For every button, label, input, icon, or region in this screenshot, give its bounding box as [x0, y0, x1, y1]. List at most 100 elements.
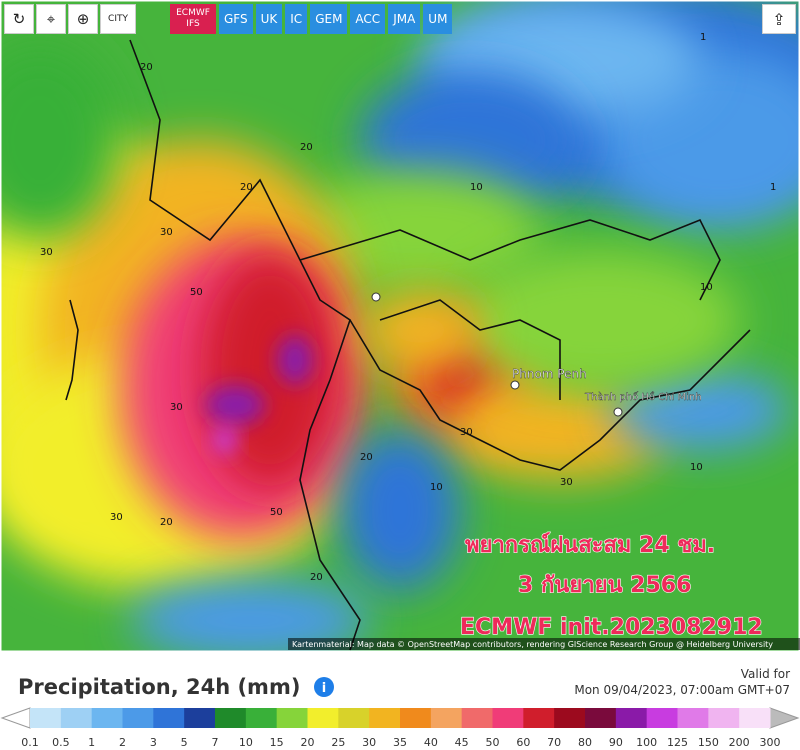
- model-button[interactable]: GFS: [219, 4, 253, 34]
- colorbar-label: 70: [547, 736, 561, 749]
- colorbar-segment: [739, 708, 771, 728]
- contour-label: 50: [270, 507, 283, 518]
- overlay-model: ECMWF init.2023082912: [460, 615, 763, 640]
- precip-blob: [200, 250, 340, 490]
- colorbar-label: 100: [636, 736, 657, 749]
- colorbar-label: 0.5: [52, 736, 70, 749]
- colorbar-label: 3: [150, 736, 157, 749]
- colorbar-label: 0.1: [21, 736, 39, 749]
- place-label: Phnom Penh: [512, 367, 587, 381]
- contour-label: 50: [190, 287, 203, 298]
- precip-field: [0, 0, 800, 652]
- contour-label: 1: [770, 182, 776, 193]
- valid-label: Valid for: [741, 667, 790, 681]
- place-label: Thành phố Hồ Chí Minh: [584, 391, 702, 403]
- overlay-date: 3 กันยายน 2566: [518, 573, 691, 598]
- colorbar-segment: [492, 708, 524, 728]
- colorbar-high-arrow: [769, 707, 800, 729]
- colorbar-segment: [677, 708, 709, 728]
- colorbar-label: 10: [239, 736, 253, 749]
- contour-label: 20: [360, 452, 373, 463]
- contour-label: 20: [300, 142, 313, 153]
- colorbar-label: 50: [486, 736, 500, 749]
- model-button[interactable]: UM: [423, 4, 453, 34]
- colorbar-label: 300: [760, 736, 781, 749]
- contour-label: 30: [170, 402, 183, 413]
- info-icon: i: [322, 681, 326, 696]
- share-button[interactable]: ⇪: [762, 4, 796, 34]
- colorbar-label: 200: [729, 736, 750, 749]
- overlay-title: พยากรณ์ฝนสะสม 24 ชม.: [465, 532, 715, 558]
- colorbar-label: 30: [362, 736, 376, 749]
- colorbar-label: 20: [301, 736, 315, 749]
- contour-label: 10: [470, 182, 483, 193]
- colorbar-segment: [276, 708, 308, 728]
- city-button[interactable]: CITY: [100, 4, 136, 34]
- contour-label: 1: [700, 32, 706, 43]
- colorbar-label: 35: [393, 736, 407, 749]
- contour-label: 30: [40, 247, 53, 258]
- valid-time: Mon 09/04/2023, 07:00am GMT+07: [574, 683, 790, 697]
- legend-title: Precipitation, 24h (mm): [18, 675, 300, 699]
- colorbar-segment: [245, 708, 278, 728]
- location-button[interactable]: ⌖: [36, 4, 66, 34]
- contour-label: 20: [140, 62, 153, 73]
- colorbar-label: 15: [270, 736, 284, 749]
- colorbar-label: 5: [181, 736, 188, 749]
- contour-label: 30: [460, 427, 473, 438]
- model-button[interactable]: ECMWF IFS: [170, 4, 216, 34]
- colorbar-segment: [30, 708, 62, 728]
- city-marker: [371, 292, 381, 302]
- colorbar-label: 125: [667, 736, 688, 749]
- colorbar-label: 1: [88, 736, 95, 749]
- colorbar-segment: [184, 708, 216, 728]
- contour-label: 30: [560, 477, 573, 488]
- colorbar-label: 80: [578, 736, 592, 749]
- colorbar-segment: [615, 708, 648, 728]
- contour-label: 10: [690, 462, 703, 473]
- refresh-button[interactable]: ↻: [4, 4, 34, 34]
- colorbar-segment: [430, 708, 463, 728]
- colorbar-low-arrow: [0, 707, 31, 729]
- model-button[interactable]: UK: [255, 4, 283, 34]
- colorbar-label: 7: [212, 736, 219, 749]
- colorbar-label: 40: [424, 736, 438, 749]
- colorbar-segment: [400, 708, 432, 728]
- precip-blob: [340, 430, 460, 590]
- colorbar-segment: [307, 708, 339, 728]
- model-button[interactable]: ACC: [350, 4, 386, 34]
- attribution: Kartenmaterial: Map data © OpenStreetMap…: [292, 640, 773, 649]
- precip-blob: [360, 290, 480, 370]
- colorbar-label: 60: [516, 736, 530, 749]
- zoom-button[interactable]: ⊕: [68, 4, 98, 34]
- info-button[interactable]: [314, 677, 334, 697]
- colorbar-label: 150: [698, 736, 719, 749]
- colorbar-segment: [523, 708, 555, 728]
- precip-blob: [460, 250, 740, 390]
- city-marker: [510, 380, 520, 390]
- contour-label: 30: [160, 227, 173, 238]
- colorbar-segment: [60, 708, 93, 728]
- contour-label: 10: [430, 482, 443, 493]
- colorbar-label: 2: [119, 736, 126, 749]
- colorbar-segment: [461, 708, 493, 728]
- model-button[interactable]: GEM: [310, 4, 348, 34]
- colorbar-segment: [708, 708, 740, 728]
- colorbar-segment: [585, 708, 617, 728]
- precip-blob: [610, 370, 790, 450]
- contour-label: 20: [160, 517, 173, 528]
- colorbar-label: 25: [331, 736, 345, 749]
- model-button[interactable]: JMA: [388, 4, 421, 34]
- colorbar-segment: [122, 708, 154, 728]
- colorbar-label: 90: [609, 736, 623, 749]
- colorbar-segment: [338, 708, 370, 728]
- contour-label: 20: [310, 572, 323, 583]
- attribution-bg: [288, 638, 800, 650]
- map: Phnom Penh Thành phố Hồ Chí Minh พยากรณ์…: [0, 0, 800, 652]
- colorbar-label: 45: [455, 736, 469, 749]
- model-button[interactable]: IC: [285, 4, 308, 34]
- contour-label: 30: [110, 512, 123, 523]
- coastlines: [65, 39, 751, 651]
- legend: Precipitation, 24h (mm) i Valid for Mon …: [0, 667, 800, 749]
